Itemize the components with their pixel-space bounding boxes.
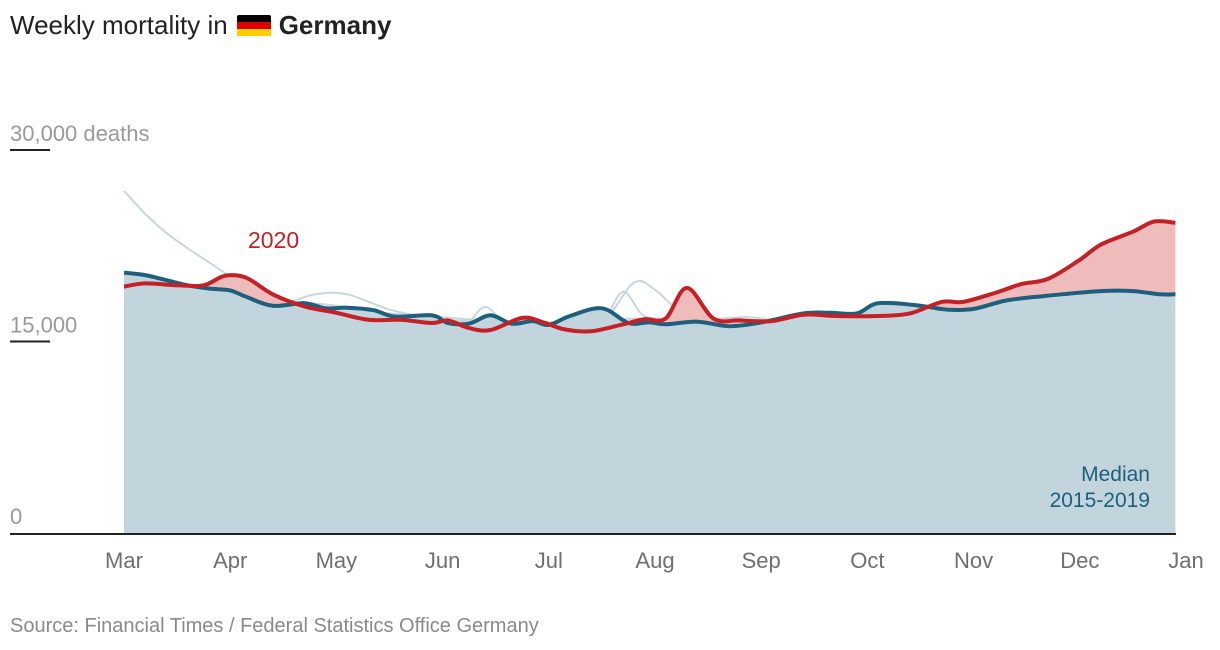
median-line	[123, 270, 1176, 329]
annotations: 2020 Median 2015-2019	[248, 227, 1150, 512]
y-tick-label: 30,000 deaths	[10, 121, 149, 146]
x-tick-label: Jul	[535, 548, 563, 573]
x-tick-label: Dec	[1060, 548, 1099, 573]
annotation-median-1: Median	[1081, 463, 1150, 486]
chart-title: Weekly mortality in Germany	[10, 10, 391, 41]
germany-flag-icon	[236, 14, 271, 37]
x-tick-label: Jan	[1168, 548, 1203, 573]
x-tick-label: Nov	[954, 548, 993, 573]
source-note: Source: Financial Times / Federal Statis…	[10, 615, 539, 637]
median-area	[124, 272, 1176, 533]
x-tick-label: Sep	[742, 548, 781, 573]
annotation-median-2: 2015-2019	[1050, 489, 1150, 512]
y-axis: 0 15,000 30,000 deaths	[10, 121, 1176, 535]
y-tick-label: 0	[10, 504, 22, 529]
mortality-chart: 0 15,000 30,000 deaths Mar Apr May Jun Jul Aug S…	[10, 121, 1204, 573]
chart-title-prefix: Weekly mortality in	[10, 10, 228, 40]
x-tick-label: Apr	[213, 548, 247, 573]
chart-title-country: Germany	[278, 10, 392, 40]
x-tick-label: Aug	[635, 548, 674, 573]
x-tick-label: May	[316, 548, 358, 573]
annotation-2020: 2020	[248, 227, 299, 253]
x-axis: Mar Apr May Jun Jul Aug Sep Oct Nov Dec Jan	[105, 548, 1204, 573]
line-2020	[123, 219, 1176, 334]
x-tick-label: Mar	[105, 548, 143, 573]
x-tick-label: Oct	[850, 548, 884, 573]
x-tick-label: Jun	[425, 548, 460, 573]
y-tick-label: 15,000	[10, 313, 77, 338]
